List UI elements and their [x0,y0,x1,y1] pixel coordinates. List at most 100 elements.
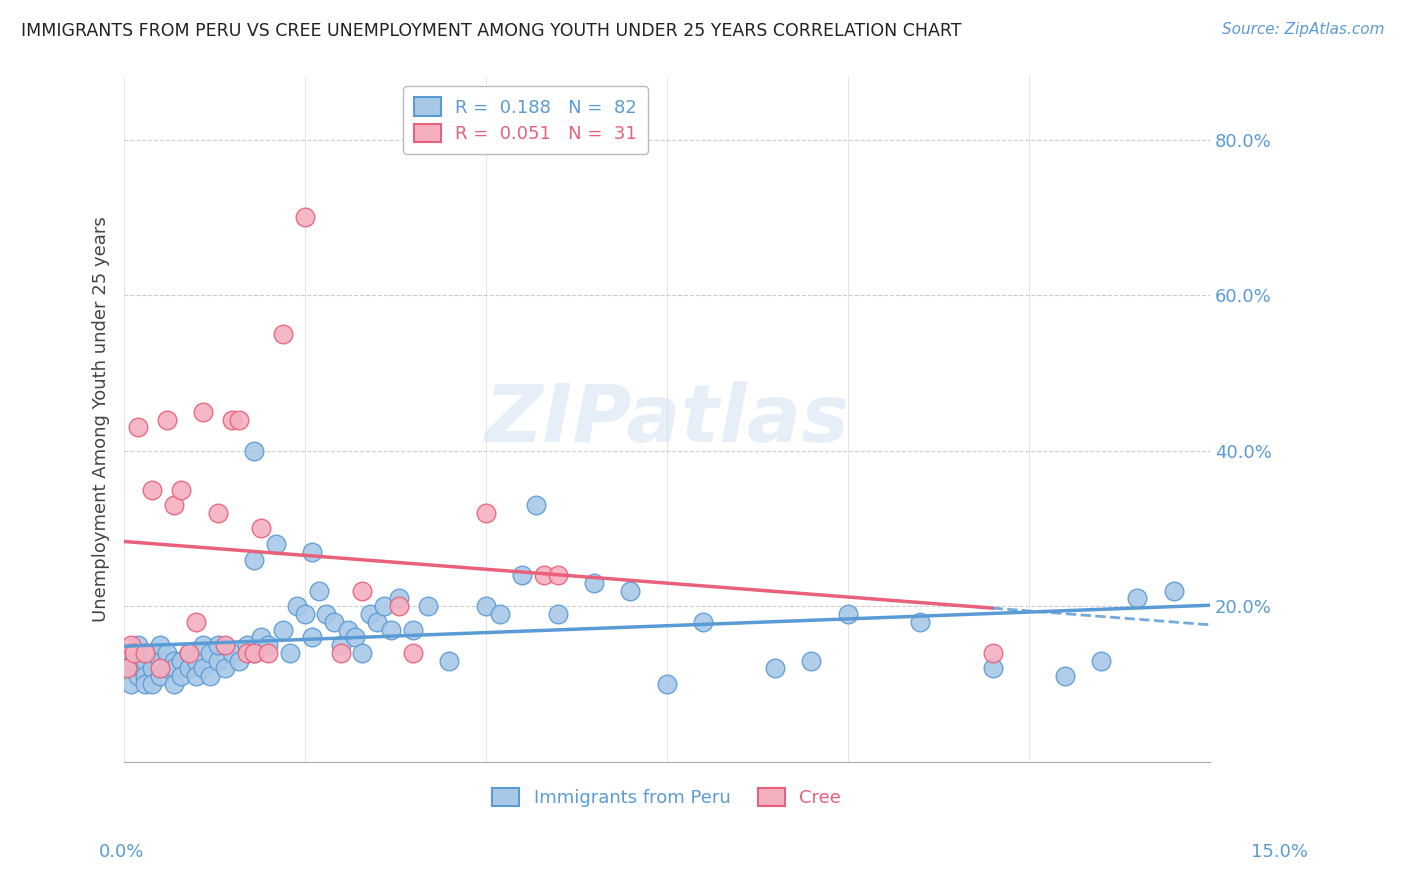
Point [1090,654,1112,668]
Point [127,420,149,434]
Point [141,646,163,660]
Point [352,646,374,660]
Point [388,591,411,606]
Point [583,575,606,590]
Point [120,646,142,660]
Point [127,669,149,683]
Point [257,646,280,660]
Point [489,607,512,621]
Point [308,583,330,598]
Point [619,583,641,598]
Point [439,654,461,668]
Point [120,638,142,652]
Point [981,661,1004,675]
Point [301,545,323,559]
Point [388,599,411,614]
Point [271,327,294,342]
Point [163,677,186,691]
Point [134,654,156,668]
Point [373,599,395,614]
Point [214,661,236,675]
Point [163,654,186,668]
Point [134,646,156,660]
Text: Source: ZipAtlas.com: Source: ZipAtlas.com [1222,22,1385,37]
Point [800,654,823,668]
Point [156,661,179,675]
Point [134,669,156,683]
Point [510,568,533,582]
Point [120,677,142,691]
Point [156,646,179,660]
Point [177,646,200,660]
Point [344,631,367,645]
Point [402,623,425,637]
Point [474,599,496,614]
Point [115,661,138,675]
Point [243,646,266,660]
Point [149,654,172,668]
Point [329,646,352,660]
Point [149,661,172,675]
Point [177,646,200,660]
Point [193,405,215,419]
Text: 15.0%: 15.0% [1250,843,1308,861]
Point [1126,591,1149,606]
Point [115,661,138,675]
Point [214,638,236,652]
Point [243,552,266,566]
Point [184,654,207,668]
Point [207,638,229,652]
Point [177,661,200,675]
Point [149,638,172,652]
Point [207,654,229,668]
Point [163,661,186,675]
Point [243,443,266,458]
Point [322,615,344,629]
Point [329,638,352,652]
Point [134,677,156,691]
Point [163,498,186,512]
Point [547,568,569,582]
Point [294,211,316,225]
Point [193,661,215,675]
Point [981,646,1004,660]
Point [149,669,172,683]
Point [264,537,287,551]
Point [127,638,149,652]
Point [278,646,301,660]
Point [184,669,207,683]
Point [131,661,153,675]
Point [337,623,360,637]
Point [655,677,678,691]
Point [257,638,280,652]
Text: IMMIGRANTS FROM PERU VS CREE UNEMPLOYMENT AMONG YOUTH UNDER 25 YEARS CORRELATION: IMMIGRANTS FROM PERU VS CREE UNEMPLOYMEN… [21,22,962,40]
Point [170,483,193,497]
Point [141,483,163,497]
Point [524,498,547,512]
Point [474,506,496,520]
Point [763,661,786,675]
Point [359,607,381,621]
Text: ZIPatlas: ZIPatlas [484,381,849,458]
Point [228,412,250,426]
Point [301,631,323,645]
Point [837,607,859,621]
Point [1163,583,1185,598]
Point [250,631,273,645]
Point [193,638,215,652]
Text: 0.0%: 0.0% [98,843,143,861]
Point [156,412,179,426]
Point [170,654,193,668]
Point [294,607,316,621]
Point [315,607,337,621]
Point [380,623,402,637]
Point [908,615,931,629]
Point [235,638,257,652]
Point [141,677,163,691]
Point [170,669,193,683]
Point [184,615,207,629]
Point [207,506,229,520]
Point [221,646,243,660]
Y-axis label: Unemployment Among Youth under 25 years: Unemployment Among Youth under 25 years [93,217,110,623]
Point [1053,669,1076,683]
